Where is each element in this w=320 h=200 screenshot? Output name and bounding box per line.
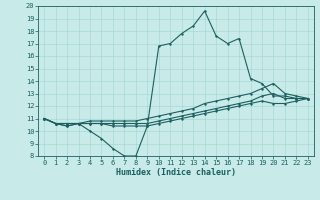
X-axis label: Humidex (Indice chaleur): Humidex (Indice chaleur): [116, 168, 236, 177]
